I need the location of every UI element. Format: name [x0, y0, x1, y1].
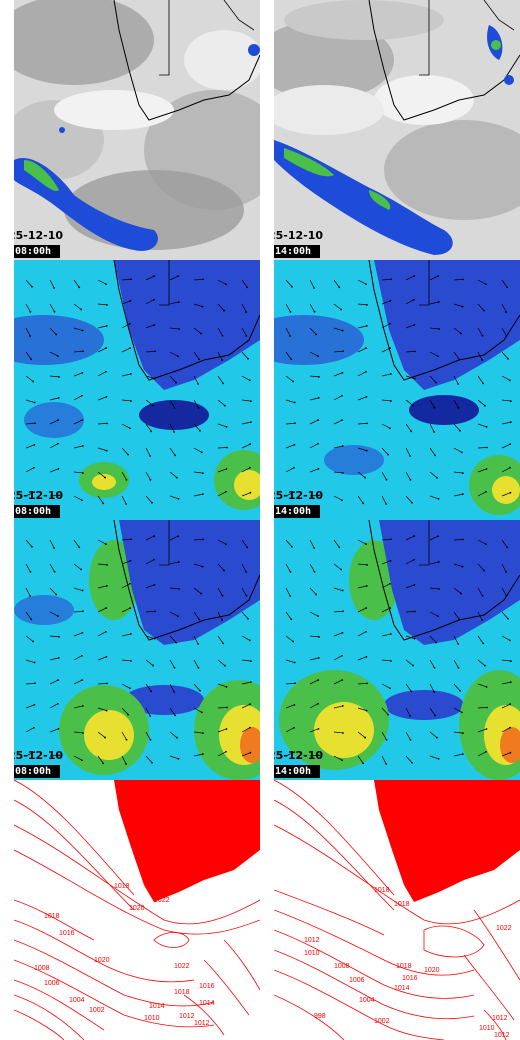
- isobar-label: 1008: [34, 965, 50, 972]
- pressure-panel-right: 1018 1018 1022 1012 1010 1008 1006 1004 …: [274, 780, 520, 1040]
- isobar-label: 1010: [304, 950, 320, 957]
- isobar-label: 1020: [129, 905, 145, 912]
- isobar-label: 1012: [179, 1013, 195, 1020]
- timestamp-wind850-right: 25-12-10 14:00h: [274, 489, 326, 518]
- wind-panel-right: 25-12-10 14:00h: [274, 260, 520, 520]
- isobar-label: 1022: [174, 963, 190, 970]
- date-label: 25-12-10: [14, 229, 64, 242]
- isobar-label: 1018: [114, 883, 130, 890]
- isobar-label: 1018: [394, 901, 410, 908]
- isobar-label: 1004: [69, 997, 85, 1004]
- isobar-label: 1006: [349, 977, 365, 984]
- wind-map-left: [14, 260, 260, 520]
- time-label: 08:00h: [14, 765, 60, 778]
- timestamp-wind850-left: 25-12-10 08:00h: [14, 489, 66, 518]
- isobar-label: 1008: [334, 963, 350, 970]
- isobar-label: 1012: [492, 1015, 508, 1022]
- date-label: 25-12-10: [14, 489, 64, 502]
- date-label: 25-12-10: [14, 749, 64, 762]
- date-label: 25-12-10: [274, 749, 324, 762]
- isobar-label: 1002: [89, 1007, 105, 1014]
- time-label: 08:00h: [14, 505, 60, 518]
- wind-upper-map-left: [14, 520, 260, 780]
- timestamp-wind500-left: 25-12-10 08:00h: [14, 749, 66, 778]
- isobar-label: 1016: [402, 975, 418, 982]
- wind-map-right: [274, 260, 520, 520]
- pressure-map-left: 1018 1020 1022 1016 1018 1014 1012 1010 …: [14, 780, 260, 1040]
- isobar-label: 1014: [199, 1000, 215, 1007]
- isobar-label: 1022: [154, 897, 170, 904]
- isobar-label: 1016: [199, 983, 215, 990]
- isobar-label: 1010: [144, 1015, 160, 1022]
- isobar-label: 1014: [394, 985, 410, 992]
- isobar-label: 1016: [59, 930, 75, 937]
- isobar-label: 1012: [304, 937, 320, 944]
- date-label: 25-12-10: [274, 489, 324, 502]
- isobar-label: 1004: [359, 997, 375, 1004]
- isobar-label: 1002: [374, 1018, 390, 1025]
- pressure-map-right: 1018 1018 1022 1012 1010 1008 1006 1004 …: [274, 780, 520, 1040]
- isobar-label: 1012: [194, 1020, 210, 1027]
- satellite-map-left: [14, 0, 260, 260]
- wind-panel-left: 25-12-10 08:00h: [14, 260, 260, 520]
- timestamp-sat-right: 25-12-10 14:00h: [274, 229, 326, 258]
- isobar-label: 1022: [496, 925, 512, 932]
- isobar-label: 1020: [424, 967, 440, 974]
- isobar-label: 1018: [374, 887, 390, 894]
- isobar-label: 1012: [494, 1032, 510, 1039]
- wind-upper-map-right: [274, 520, 520, 780]
- isobar-label: 1014: [149, 1003, 165, 1010]
- isobar-label: 1018: [44, 913, 60, 920]
- pressure-panel-left: 1018 1020 1022 1016 1018 1014 1012 1010 …: [14, 780, 260, 1040]
- isobar-label: 998: [314, 1013, 326, 1020]
- time-label: 08:00h: [14, 245, 60, 258]
- isobar-label: 1018: [174, 989, 190, 996]
- time-label: 14:00h: [274, 765, 320, 778]
- wind-upper-panel-left: 25-12-10 08:00h: [14, 520, 260, 780]
- timestamp-sat-left: 25-12-10 08:00h: [14, 229, 66, 258]
- isobar-lines: [274, 780, 520, 1040]
- time-label: 14:00h: [274, 505, 320, 518]
- date-label: 25-12-10: [274, 229, 324, 242]
- isobar-label: 1006: [44, 980, 60, 987]
- wind-upper-panel-right: 25-12-10 14:00h: [274, 520, 520, 780]
- timestamp-wind500-right: 25-12-10 14:00h: [274, 749, 326, 778]
- satellite-map-right: [274, 0, 520, 260]
- isobar-lines: [14, 780, 260, 1040]
- satellite-panel-left: 25-12-10 08:00h: [14, 0, 260, 260]
- isobar-label: 1020: [94, 957, 110, 964]
- isobar-label: 1010: [479, 1025, 495, 1032]
- isobar-label: 1018: [396, 963, 412, 970]
- time-label: 14:00h: [274, 245, 320, 258]
- satellite-panel-right: 25-12-10 14:00h: [274, 0, 520, 260]
